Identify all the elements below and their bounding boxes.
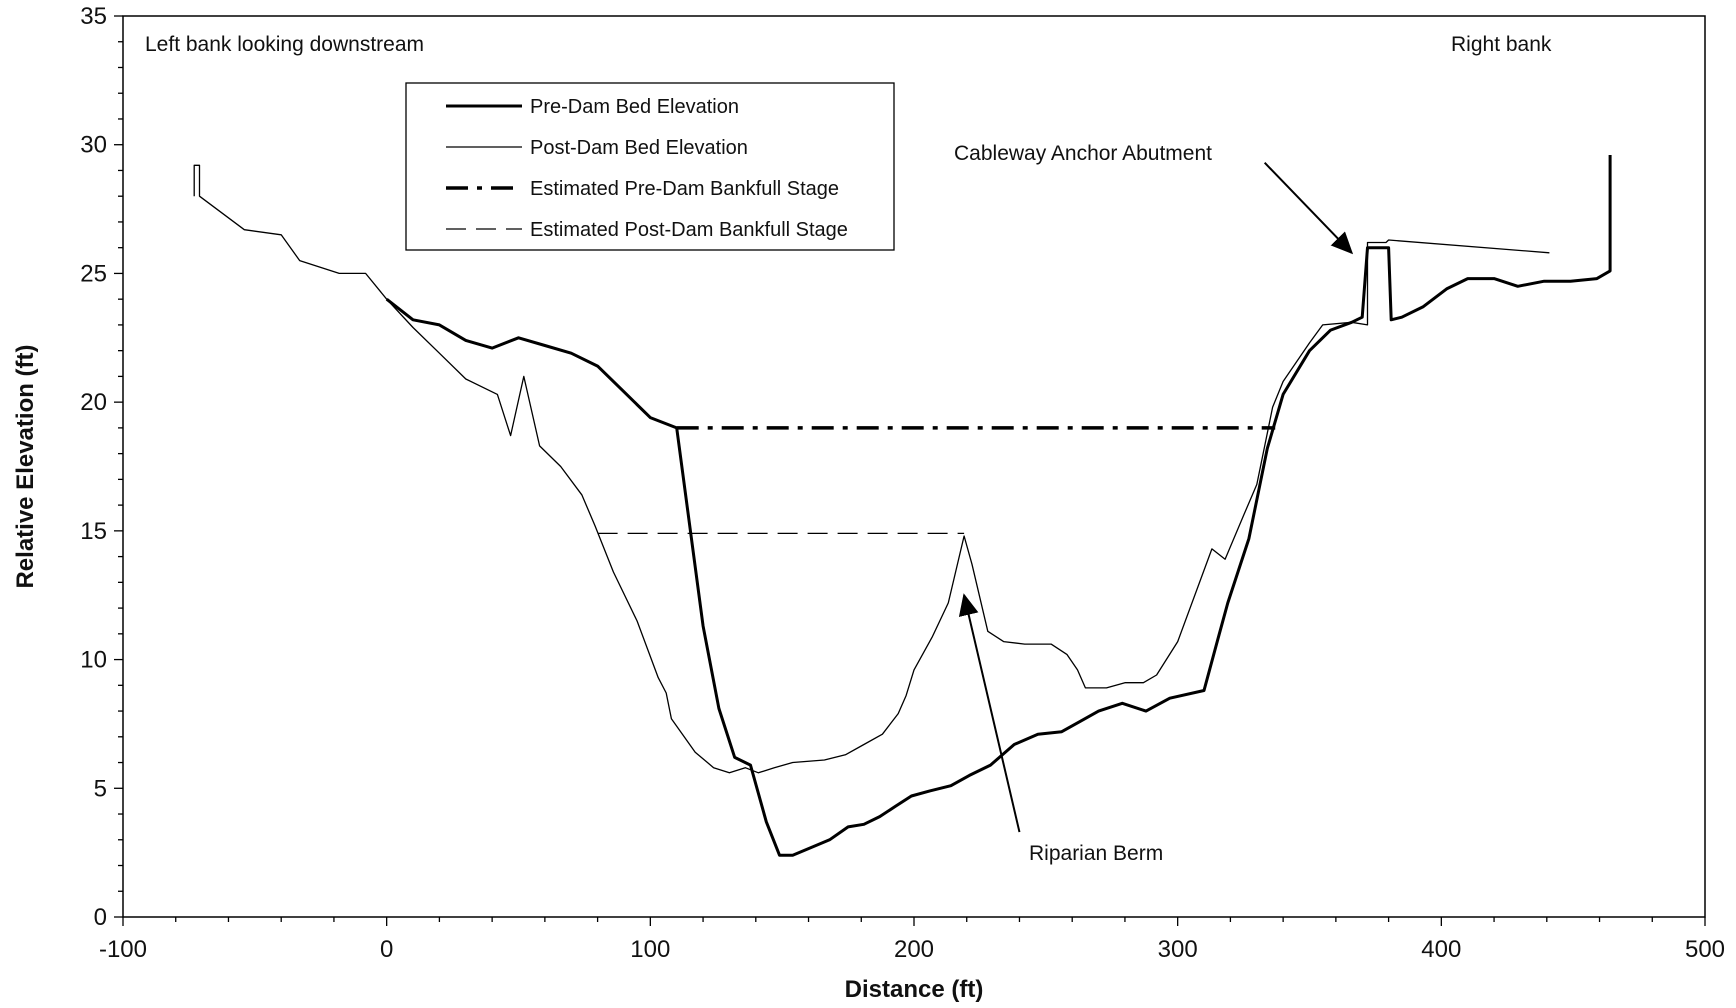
y-tick-label: 35: [80, 3, 107, 30]
annotation-right-bank: Right bank: [1451, 33, 1552, 56]
annotation-arrow-cableway: [1263, 162, 1354, 255]
axes: 0 5 10 15 20 25 30 35 -100 0 100 200 300 400 500 Distan…: [12, 3, 1725, 1003]
annotations: Left bank looking downstream Right bank Ca…: [145, 33, 1552, 865]
x-tick-label: 500: [1685, 936, 1725, 963]
x-tick-label: 0: [380, 936, 393, 963]
legend-label: Estimated Post-Dam Bankfull Stage: [530, 219, 848, 241]
annotation-arrow-berm: [958, 593, 1021, 833]
annotation-berm: Riparian Berm: [1029, 842, 1163, 865]
y-axis-title: Relative Elevation (ft): [12, 344, 39, 588]
x-tick-label: -100: [99, 936, 147, 963]
series-line-pre-dam-bed-elevation: [385, 155, 1612, 857]
x-axis-title: Distance (ft): [845, 976, 984, 1003]
y-tick-label: 5: [94, 775, 107, 802]
plot-frame: [122, 15, 1706, 918]
series-layer: [193, 155, 1612, 857]
legend-label: Estimated Pre-Dam Bankfull Stage: [530, 178, 839, 200]
annotation-left-bank: Left bank looking downstream: [145, 33, 424, 56]
x-tick-label: 400: [1421, 936, 1461, 963]
legend-box: [405, 82, 895, 251]
y-tick-label: 10: [80, 647, 107, 674]
y-tick-label: 15: [80, 518, 107, 545]
y-tick-label: 25: [80, 260, 107, 287]
x-tick-label: 300: [1158, 936, 1198, 963]
legend-label: Pre-Dam Bed Elevation: [530, 96, 739, 118]
series-line-post-dam-bed-elevation: [193, 164, 1550, 774]
annotation-cableway: Cableway Anchor Abutment: [954, 142, 1212, 165]
y-tick-label: 20: [80, 389, 107, 416]
x-tick-label: 100: [630, 936, 670, 963]
x-tick-label: 200: [894, 936, 934, 963]
y-tick-label: 30: [80, 132, 107, 159]
y-tick-label: 0: [94, 904, 107, 931]
legend: Pre-Dam Bed Elevation Post-Dam Bed Elevat…: [405, 82, 895, 251]
legend-label: Post-Dam Bed Elevation: [530, 137, 748, 159]
